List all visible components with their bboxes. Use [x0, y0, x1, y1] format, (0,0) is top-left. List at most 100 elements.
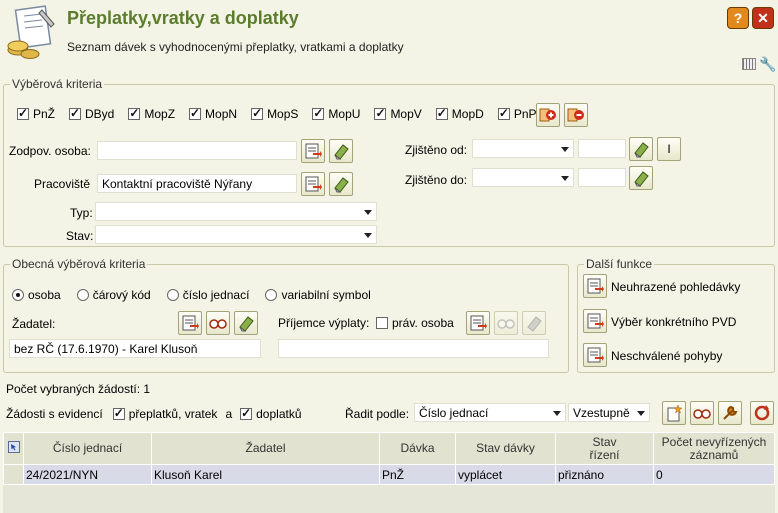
select-list-icon — [182, 315, 199, 331]
prijemce-clear-button[interactable] — [522, 311, 546, 335]
neuhrazene-pohledavky-icon-button[interactable] — [583, 274, 607, 298]
header-pocet-nevyrizenych-label: Počet nevyřízených záznamů — [661, 434, 767, 462]
select-list-icon — [470, 315, 487, 331]
zodpov-osoba-input[interactable] — [97, 141, 297, 160]
pracoviste-label: Pracoviště — [34, 177, 91, 191]
prav-osoba-row: práv. osoba — [376, 316, 454, 330]
zjisteno-od-clear-button[interactable] — [629, 137, 653, 161]
additional-functions-group: Další funkce — [577, 257, 775, 373]
eraser-icon — [239, 316, 254, 332]
cell-stav-davky: vyplácet — [455, 464, 556, 485]
doplatky-label: doplatků — [256, 407, 302, 421]
zadatel-view-button[interactable] — [206, 311, 230, 335]
zjisteno-od-label: Zjištěno od: — [405, 143, 468, 157]
pracoviste-select-button[interactable] — [301, 172, 325, 196]
sort-select[interactable]: Číslo jednací — [414, 403, 566, 422]
deselect-all-button[interactable] — [564, 103, 588, 127]
header-cislo-jednaci[interactable]: Číslo jednací — [23, 432, 152, 465]
checkbox-mopz[interactable] — [128, 106, 141, 120]
order-select[interactable]: Vzestupně — [568, 403, 650, 422]
zadatel-clear-button[interactable] — [234, 311, 258, 335]
barcode-icon[interactable] — [742, 58, 756, 70]
pracoviste-clear-button[interactable] — [329, 172, 353, 196]
preplatky-label: přeplatků, vratek — [128, 407, 218, 421]
selected-count: Počet vybraných žádostí: 1 — [6, 382, 151, 396]
prijemce-label: Příjemce výplaty: — [278, 316, 370, 330]
close-button[interactable]: ✕ — [752, 7, 774, 29]
prijemce-select-button[interactable] — [466, 311, 490, 335]
help-button[interactable]: ? — [727, 7, 749, 29]
neschvalene-pohyby-icon-button[interactable] — [583, 343, 607, 367]
checkbox-pnp[interactable] — [497, 106, 510, 120]
checkbox-mops[interactable] — [251, 106, 264, 120]
radio-carovy-kod-label: čárový kód — [92, 288, 151, 302]
checkbox-mopd[interactable] — [435, 106, 448, 120]
prav-osoba-label: práv. osoba — [392, 316, 454, 330]
selection-criteria-legend: Výběrová kriteria — [12, 77, 103, 91]
radio-osoba[interactable] — [12, 289, 24, 301]
radio-cislo-jednaci[interactable] — [166, 289, 179, 301]
select-all-button[interactable] — [536, 103, 560, 127]
prav-osoba-checkbox[interactable] — [376, 317, 388, 329]
select-column-header[interactable] — [3, 432, 24, 465]
prijemce-view-button[interactable] — [494, 311, 518, 335]
results-table: Číslo jednací Žadatel Dávka Stav dávky S… — [3, 432, 775, 485]
prijemce-input[interactable] — [278, 339, 549, 358]
neschvalene-pohyby-link[interactable]: Neschválené pohyby — [611, 349, 723, 363]
select-list-icon — [305, 176, 322, 192]
edit-record-button[interactable] — [718, 401, 742, 425]
select-list-icon — [587, 278, 604, 294]
neuhrazene-pohledavky-link[interactable]: Neuhrazené pohledávky — [611, 280, 741, 294]
checkbox-mopv[interactable] — [374, 106, 387, 120]
cell-zadatel: Klusoň Karel — [151, 464, 380, 485]
table-row[interactable]: 24/2021/NYN Klusoň Karel PnŽ vyplácet př… — [3, 464, 775, 485]
header-zadatel[interactable]: Žadatel — [151, 432, 380, 465]
checkbox-mopu-label: MopU — [328, 107, 361, 121]
glasses-icon — [693, 409, 711, 419]
checkbox-dbyd[interactable] — [69, 106, 82, 120]
pracoviste-input[interactable]: Kontaktní pracoviště Nýřany — [97, 174, 297, 193]
checkbox-pnz[interactable] — [17, 106, 29, 120]
radio-variabilni-symbol[interactable] — [265, 289, 278, 301]
cell-pocet-nevyrizenych: 0 — [653, 464, 775, 485]
zadatel-select-button[interactable] — [178, 311, 202, 335]
zodpov-select-button[interactable] — [301, 139, 325, 163]
zadatel-input[interactable]: bez RČ (17.6.1970) - Karel Klusoň — [9, 339, 261, 358]
view-record-button[interactable] — [690, 401, 714, 425]
row-selector[interactable] — [3, 464, 24, 485]
doplatky-checkbox[interactable] — [240, 406, 253, 420]
vyber-pvd-icon-button[interactable] — [583, 309, 607, 333]
checkbox-mopu[interactable] — [312, 106, 325, 120]
zjisteno-do-select[interactable] — [472, 168, 574, 187]
header-pocet-nevyrizenych[interactable]: Počet nevyřízených záznamů — [653, 432, 775, 465]
cell-cislo-jednaci: 24/2021/NYN — [23, 464, 152, 485]
checkbox-mopn[interactable] — [189, 106, 202, 120]
cell-stav-rizeni: přiznáno — [555, 464, 654, 485]
zjisteno-do-clear-button[interactable] — [629, 166, 653, 190]
zjisteno-od-select[interactable] — [472, 139, 574, 158]
zodpov-clear-button[interactable] — [329, 139, 353, 163]
new-record-button[interactable] — [662, 401, 686, 425]
checkbox-mops-label: MopS — [267, 107, 299, 121]
stav-select[interactable] — [95, 225, 377, 244]
zjisteno-od-input[interactable] — [578, 139, 626, 158]
glasses-icon — [209, 319, 227, 329]
radio-carovy-kod[interactable] — [76, 289, 89, 301]
checkbox-pnz-label: PnŽ — [33, 107, 56, 121]
checkbox-mopd-label: MopD — [451, 107, 484, 121]
zodpov-osoba-label: Zodpov. osoba: — [9, 144, 91, 158]
typ-select[interactable] — [95, 202, 377, 221]
search-type-radio-row: osoba čárový kód číslo jednací variabiln… — [12, 288, 371, 302]
selection-criteria-group: Výběrová kriteria — [3, 77, 775, 247]
radio-osoba-label: osoba — [28, 288, 61, 302]
preplatky-checkbox[interactable] — [112, 406, 125, 420]
zjisteno-do-label: Zjištěno do: — [405, 173, 468, 187]
wrench-icon[interactable]: 🔧 — [759, 56, 777, 72]
zjisteno-do-input[interactable] — [578, 168, 626, 187]
vyber-pvd-link[interactable]: Výběr konkrétního PVD — [611, 315, 737, 329]
refresh-button[interactable] — [750, 401, 774, 425]
header-stav-davky[interactable]: Stav dávky — [455, 432, 556, 465]
header-davka[interactable]: Dávka — [379, 432, 456, 465]
interval-button[interactable]: I — [657, 137, 681, 161]
header-stav-rizeni[interactable]: Stav řízení — [555, 432, 654, 465]
